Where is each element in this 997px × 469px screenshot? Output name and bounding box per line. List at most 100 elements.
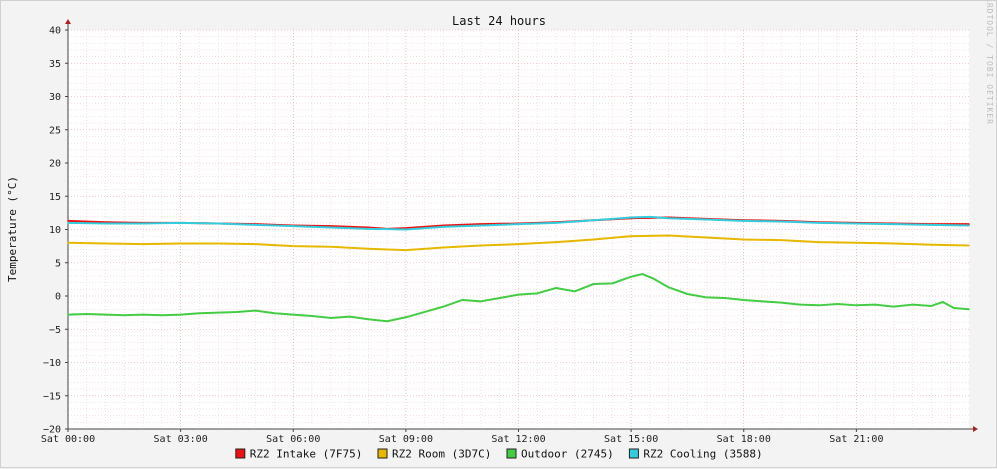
data-point (292, 245, 295, 247)
data-point (930, 243, 933, 246)
data-point (555, 222, 557, 224)
data-point (649, 216, 651, 218)
y-tick-label: 15 (49, 192, 61, 203)
data-point (142, 313, 144, 316)
data-point (254, 243, 257, 245)
legend-swatch-4 (628, 448, 639, 459)
data-point (874, 303, 876, 306)
data-point (292, 313, 295, 316)
data-point (329, 245, 332, 248)
x-tick-label: Sat 12:00 (491, 434, 545, 445)
data-point (198, 312, 201, 315)
x-tick-label: Sat 06:00 (266, 434, 320, 445)
y-tick-label: 10 (49, 225, 61, 236)
y-tick-label: 25 (49, 125, 61, 136)
data-point (818, 222, 820, 224)
data-point (480, 244, 482, 247)
data-point (592, 219, 595, 221)
data-point (799, 303, 801, 306)
data-point (498, 297, 501, 299)
legend-swatch-2 (377, 448, 388, 459)
data-point (405, 316, 407, 319)
data-point (142, 243, 144, 245)
data-point (911, 303, 914, 306)
legend-label-3: Outdoor (2745) (521, 448, 614, 461)
data-point (611, 282, 614, 285)
data-point (574, 290, 576, 293)
data-point (217, 242, 219, 245)
data-point (855, 304, 858, 307)
data-point (442, 246, 445, 249)
data-point (123, 314, 126, 317)
y-tick-label: −10 (43, 358, 61, 369)
data-point (405, 249, 407, 251)
data-point (254, 309, 257, 312)
legend-swatch-3 (506, 448, 517, 459)
data-point (893, 305, 895, 308)
data-point (893, 223, 895, 225)
legend-label-2: RZ2 Room (3D7C) (392, 448, 491, 461)
data-point (405, 228, 407, 231)
data-point (517, 223, 520, 225)
data-point (724, 297, 726, 299)
data-point (941, 301, 944, 303)
data-point (217, 222, 219, 225)
y-axis-arrow (65, 19, 71, 24)
data-point (780, 239, 783, 241)
data-point (780, 220, 783, 223)
y-tick-label: −15 (43, 391, 61, 402)
data-point (630, 235, 632, 237)
data-point (630, 275, 632, 278)
data-point (236, 311, 238, 313)
y-tick-label: 30 (49, 92, 61, 103)
data-point (348, 315, 351, 318)
data-point (67, 313, 69, 316)
data-point (555, 287, 557, 289)
data-point (273, 312, 276, 315)
x-tick-label: Sat 03:00 (154, 434, 208, 445)
legend-swatch-1 (235, 448, 246, 459)
grid-layer (67, 29, 969, 430)
legend-label-4: RZ2 Cooling (3588) (643, 448, 762, 461)
data-point (329, 317, 332, 319)
x-tick-label: Sat 09:00 (379, 434, 433, 445)
data-point (686, 293, 689, 295)
data-point (592, 283, 595, 285)
x-tick-label: Sat 15:00 (604, 434, 658, 445)
series-line-4 (67, 215, 970, 231)
x-tick-label: Sat 18:00 (717, 434, 771, 445)
data-point (67, 242, 69, 244)
data-point (442, 226, 445, 228)
data-point (179, 242, 182, 245)
series-layer (67, 215, 970, 323)
watermark: RRDTOOL / TOBI OETIKER (985, 1, 994, 125)
data-point (104, 242, 107, 245)
data-point (142, 222, 144, 225)
data-point (386, 320, 388, 323)
data-point (254, 224, 257, 226)
data-point (179, 313, 182, 316)
data-point (461, 299, 463, 301)
data-point (652, 277, 655, 280)
data-point (968, 224, 970, 227)
data-point (480, 224, 482, 227)
data-point (705, 236, 708, 239)
data-point (742, 220, 745, 222)
data-point (818, 241, 820, 243)
data-point (667, 286, 670, 289)
y-tick-label: −20 (43, 425, 61, 436)
data-point (953, 307, 955, 309)
data-point (855, 222, 858, 225)
data-point (836, 303, 839, 305)
data-point (423, 311, 426, 313)
data-point (536, 292, 539, 295)
data-point (968, 244, 970, 247)
data-point (311, 315, 313, 317)
chart-title: Last 24 hours (452, 14, 546, 28)
data-point (161, 314, 163, 317)
data-point (329, 226, 332, 229)
y-axis-label: Temperature (°C) (6, 176, 19, 282)
data-point (818, 304, 820, 307)
